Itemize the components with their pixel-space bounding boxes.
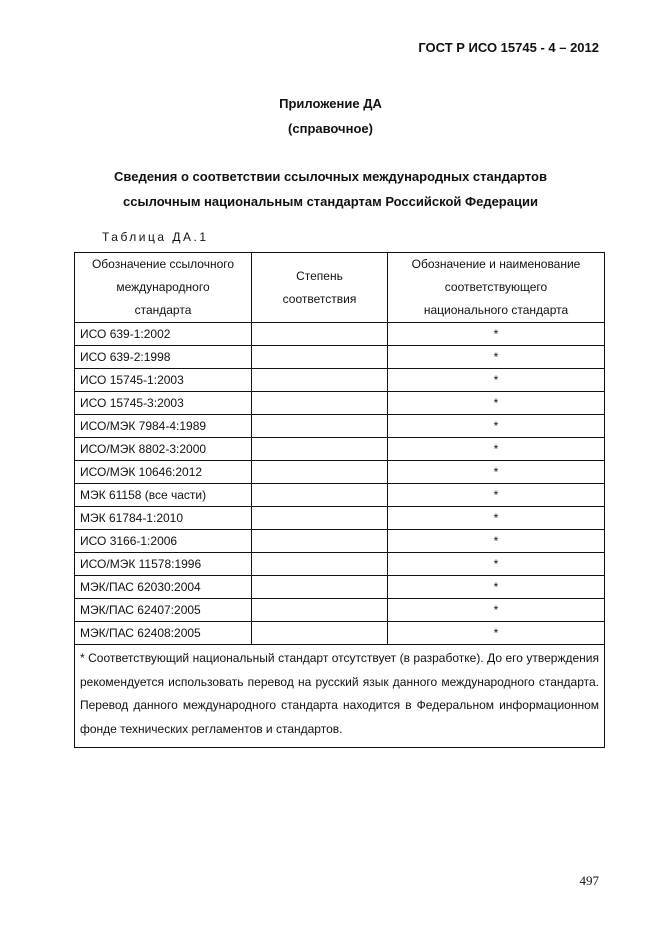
column-header: Степень соответствия [251, 252, 388, 323]
column-header-line: Обозначение ссылочного [91, 257, 235, 271]
table-cell: * [387, 414, 605, 438]
table-cell: * [387, 598, 605, 622]
column-header-line: Степень [296, 268, 343, 283]
column-header-line: стандарта [134, 303, 192, 317]
table-caption: Таблица ДА.1 [102, 230, 209, 244]
table-cell: * [387, 391, 605, 415]
table-cell: * [387, 460, 605, 484]
table-cell: * [387, 345, 605, 369]
table-row: МЭК 61784-1:2010 * [74, 506, 605, 530]
table-cell: ИСО 3166-1:2006 [74, 529, 252, 553]
appendix-subtitle: (справочное) [288, 121, 373, 136]
table-cell: * [387, 575, 605, 599]
table-cell [251, 575, 388, 599]
table-cell [251, 322, 388, 346]
table-footnote: * Соответствующий национальный стандарт … [74, 644, 605, 748]
table-row: ИСО 3166-1:2006 * [74, 529, 605, 553]
table-cell [251, 621, 388, 645]
section-heading-line2: ссылочным национальным стандартам Россий… [123, 194, 538, 209]
table-cell: ИСО 15745-3:2003 [74, 391, 252, 415]
column-header-line: соответствия [282, 291, 357, 306]
section-heading-line1: Сведения о соответствии ссылочных междун… [114, 169, 547, 184]
table-cell [251, 414, 388, 438]
table-cell [251, 598, 388, 622]
table-cell: ИСО/МЭК 11578:1996 [74, 552, 252, 576]
table-cell: * [387, 552, 605, 576]
table-row: ИСО 15745-3:2003 * [74, 391, 605, 415]
table-cell [251, 437, 388, 461]
column-header-line: национального стандарта [423, 303, 569, 317]
table-cell: * [387, 506, 605, 530]
table-cell: ИСО 639-2:1998 [74, 345, 252, 369]
table-row: ИСО/МЭК 10646:2012 * [74, 460, 605, 484]
table-cell: * [387, 529, 605, 553]
footnote-row: * Соответствующий национальный стандарт … [74, 644, 605, 748]
table-row: ИСО/МЭК 7984-4:1989 * [74, 414, 605, 438]
column-header-line: Обозначение и наименование [411, 257, 581, 271]
table-cell: * [387, 621, 605, 645]
column-header: Обозначение ссылочного международного стан… [74, 252, 252, 323]
table-row: ИСО/МЭК 11578:1996 * [74, 552, 605, 576]
table-cell: МЭК 61784-1:2010 [74, 506, 252, 530]
table-cell: * [387, 322, 605, 346]
table-row: ИСО 15745-1:2003 * [74, 368, 605, 392]
table-cell [251, 460, 388, 484]
table-row: ИСО/МЭК 8802-3:2000 * [74, 437, 605, 461]
table-header-row: Обозначение ссылочного международного стан… [74, 252, 605, 323]
table-cell: * [387, 368, 605, 392]
table-cell: ИСО/МЭК 10646:2012 [74, 460, 252, 484]
table-cell [251, 483, 388, 507]
table-cell: МЭК/ПАС 62407:2005 [74, 598, 252, 622]
table-cell [251, 391, 388, 415]
table-cell: ИСО 639-1:2002 [74, 322, 252, 346]
standards-table: Обозначение ссылочного международного стан… [74, 252, 605, 748]
table-cell [251, 529, 388, 553]
table-cell: ИСО/МЭК 8802-3:2000 [74, 437, 252, 461]
table-row: МЭК/ПАС 62408:2005 * [74, 621, 605, 645]
table-cell: * [387, 437, 605, 461]
table-cell [251, 552, 388, 576]
table-cell [251, 368, 388, 392]
table-cell [251, 506, 388, 530]
table-row: МЭК/ПАС 62407:2005 * [74, 598, 605, 622]
document-header: ГОСТ Р ИСО 15745 - 4 – 2012 [418, 40, 599, 55]
table-cell: МЭК/ПАС 62408:2005 [74, 621, 252, 645]
table-row: МЭК 61158 (все части) * [74, 483, 605, 507]
column-header: Обозначение и наименование соответствующе… [387, 252, 605, 323]
table-row: ИСО 639-2:1998 * [74, 345, 605, 369]
table-cell: МЭК/ПАС 62030:2004 [74, 575, 252, 599]
table-cell [251, 345, 388, 369]
column-header-line: соответствующего [444, 280, 548, 294]
table-row: МЭК/ПАС 62030:2004 * [74, 575, 605, 599]
table-row: ИСО 639-1:2002 * [74, 322, 605, 346]
table-cell: МЭК 61158 (все части) [74, 483, 252, 507]
page-number: 497 [579, 873, 600, 888]
column-header-line: международного [116, 280, 210, 294]
table-cell: * [387, 483, 605, 507]
table-cell: ИСО 15745-1:2003 [74, 368, 252, 392]
table-cell: ИСО/МЭК 7984-4:1989 [74, 414, 252, 438]
appendix-title: Приложение ДА [279, 96, 382, 111]
